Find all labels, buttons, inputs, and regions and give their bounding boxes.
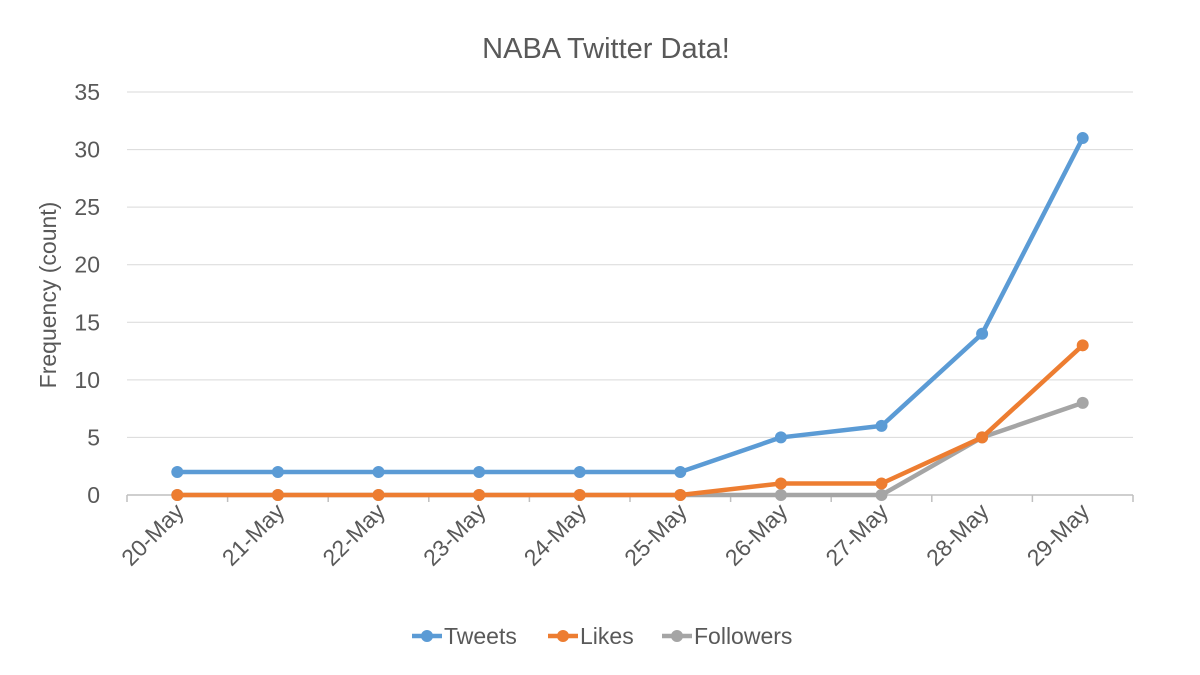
data-point xyxy=(774,477,787,490)
y-tick-label: 35 xyxy=(74,79,100,105)
data-point xyxy=(573,465,586,478)
data-point xyxy=(473,489,486,501)
x-axis-ticks: 20-May 21-May 22-May 23-May 24-May 25-May 26-M… xyxy=(116,495,1134,571)
x-tick-label: 24-May xyxy=(519,498,592,571)
legend-item-tweets: Tweets xyxy=(412,623,517,649)
chart-title: NABA Twitter Data! xyxy=(482,33,730,65)
y-tick-label: 10 xyxy=(74,367,100,393)
x-tick-label: 29-May xyxy=(1022,498,1095,571)
series-tweets xyxy=(171,132,1089,478)
data-point xyxy=(1076,132,1089,145)
data-point xyxy=(1076,339,1089,352)
data-point xyxy=(372,489,385,501)
y-axis-label: Frequency (count) xyxy=(35,202,61,389)
data-point xyxy=(875,419,888,432)
data-point xyxy=(976,327,989,340)
series-likes xyxy=(171,339,1089,501)
data-point xyxy=(1076,396,1089,409)
data-point xyxy=(473,465,486,478)
legend-item-followers: Followers xyxy=(662,623,792,649)
y-tick-label: 25 xyxy=(74,194,100,220)
legend: Tweets Likes Followers xyxy=(412,623,792,649)
data-point xyxy=(976,431,989,444)
data-point xyxy=(171,489,184,501)
series-followers xyxy=(171,396,1089,501)
legend-item-likes: Likes xyxy=(548,623,634,649)
data-point xyxy=(372,465,385,478)
legend-marker xyxy=(557,630,569,642)
x-tick-label: 27-May xyxy=(820,498,893,571)
y-tick-label: 0 xyxy=(87,482,100,508)
legend-marker xyxy=(421,630,433,642)
y-axis-ticks: 0 5 10 15 20 25 30 35 xyxy=(74,79,100,508)
x-tick-label: 22-May xyxy=(317,498,390,571)
legend-label: Tweets xyxy=(444,623,517,649)
y-tick-label: 15 xyxy=(74,309,100,335)
x-tick-label: 26-May xyxy=(720,498,793,571)
data-point xyxy=(674,489,687,501)
series-line xyxy=(175,135,1085,475)
data-point xyxy=(271,489,284,501)
x-tick-label: 21-May xyxy=(217,498,290,571)
data-point xyxy=(271,465,284,478)
y-tick-label: 30 xyxy=(74,137,100,163)
series-line xyxy=(175,343,1085,498)
series-lines xyxy=(171,132,1089,501)
legend-label: Likes xyxy=(580,623,634,649)
gridlines xyxy=(127,91,1133,496)
data-point xyxy=(171,465,184,478)
data-point xyxy=(573,489,586,501)
x-tick-label: 23-May xyxy=(418,498,491,571)
data-point xyxy=(674,465,687,478)
series-line xyxy=(175,400,1085,498)
y-tick-label: 20 xyxy=(74,252,100,278)
x-tick-label: 28-May xyxy=(921,498,994,571)
data-point xyxy=(774,489,787,501)
x-tick-label: 25-May xyxy=(619,498,692,571)
data-point xyxy=(875,489,888,501)
legend-marker xyxy=(671,630,683,642)
y-tick-label: 5 xyxy=(87,424,100,450)
data-point xyxy=(875,477,888,490)
x-tick-label: 20-May xyxy=(116,498,189,571)
legend-label: Followers xyxy=(694,623,792,649)
data-point xyxy=(774,431,787,444)
